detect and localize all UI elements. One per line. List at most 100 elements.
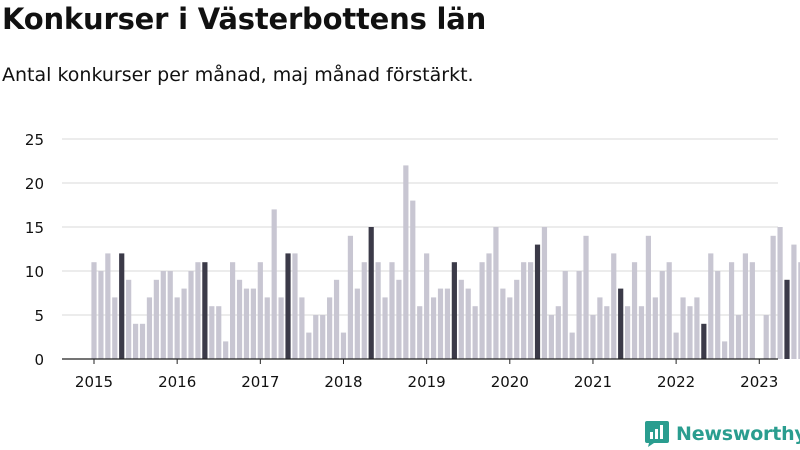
bar <box>257 262 263 359</box>
y-tick-label: 5 <box>34 307 44 325</box>
bar <box>410 200 416 359</box>
bar <box>285 253 291 359</box>
bar <box>230 262 236 359</box>
y-tick-label: 15 <box>25 219 44 237</box>
bar <box>569 332 575 359</box>
bar <box>368 227 374 359</box>
bar <box>417 306 423 359</box>
y-tick-label: 25 <box>25 131 44 149</box>
x-tick-label: 2017 <box>241 373 279 391</box>
bar <box>382 297 388 359</box>
bar <box>527 262 534 359</box>
brand-name: Newsworthy <box>676 423 800 445</box>
bar <box>763 315 769 359</box>
y-tick-label: 10 <box>25 263 44 281</box>
bar <box>299 297 305 359</box>
bar <box>119 253 125 359</box>
bars <box>91 165 800 359</box>
x-tick-label: 2015 <box>75 373 113 391</box>
bar <box>534 244 541 359</box>
bar <box>271 209 277 359</box>
bar <box>521 262 527 359</box>
bar <box>458 279 464 359</box>
bar <box>472 306 478 359</box>
bar <box>160 271 166 359</box>
chart-subtitle: Antal konkurser per månad, maj månad för… <box>2 64 474 86</box>
bar <box>403 165 409 359</box>
bar <box>500 288 506 359</box>
bar <box>396 279 402 359</box>
y-tick-label: 20 <box>25 175 44 193</box>
x-tick-label: 2023 <box>740 373 778 391</box>
bar <box>493 227 499 359</box>
bar <box>98 271 104 359</box>
bar <box>202 262 208 359</box>
bar <box>139 323 146 359</box>
bar <box>126 279 132 359</box>
bar <box>735 315 742 359</box>
bar <box>583 235 589 359</box>
bar <box>638 306 645 359</box>
bar <box>722 341 728 359</box>
bar <box>479 262 485 359</box>
bar <box>292 253 298 359</box>
bar <box>181 288 187 359</box>
bar <box>555 306 561 359</box>
bar <box>437 288 444 359</box>
bar <box>444 288 451 359</box>
bar <box>618 288 624 359</box>
bar <box>625 306 631 359</box>
bar <box>666 262 672 359</box>
bar <box>216 306 222 359</box>
bar <box>174 297 180 359</box>
bar <box>209 306 215 359</box>
bar <box>132 323 139 359</box>
bar <box>389 262 395 359</box>
bar <box>749 262 755 359</box>
chart-title: Konkurser i Västerbottens län <box>2 2 487 36</box>
bar <box>687 306 693 359</box>
bar <box>340 332 347 359</box>
x-tick-label: 2021 <box>574 373 612 391</box>
x-tick-label: 2020 <box>491 373 529 391</box>
bar <box>320 315 326 359</box>
bar <box>576 271 582 359</box>
bar <box>354 288 360 359</box>
bar <box>361 262 367 359</box>
bar <box>645 235 651 359</box>
bar <box>313 315 319 359</box>
bar <box>798 262 800 359</box>
bar <box>465 288 471 359</box>
bar <box>728 262 735 359</box>
bar <box>146 297 153 359</box>
bar <box>562 271 568 359</box>
x-tick-label: 2016 <box>158 373 196 391</box>
bar <box>777 227 783 359</box>
x-tick-label: 2019 <box>408 373 446 391</box>
labels: 0 5 10 15 20 25 2015 2016 2017 2018 2019 2020 2021 20… <box>25 131 778 391</box>
bar <box>375 262 381 359</box>
bar <box>604 306 610 359</box>
bar <box>306 332 312 359</box>
bar <box>486 253 492 359</box>
newsworthy-logo-icon <box>645 421 669 447</box>
bar <box>243 288 250 359</box>
brand-logo: Newsworthy <box>644 420 800 448</box>
bar <box>347 235 354 359</box>
bar <box>770 235 776 359</box>
bar <box>188 271 194 359</box>
bar <box>791 244 797 359</box>
axes <box>62 358 778 364</box>
x-tick-label: 2018 <box>324 373 362 391</box>
x-tick-label: 2022 <box>657 373 695 391</box>
bar <box>264 297 270 359</box>
bar <box>541 227 548 359</box>
bar <box>430 297 437 359</box>
bar <box>659 271 665 359</box>
bar <box>590 315 596 359</box>
bar <box>631 262 638 359</box>
bar <box>708 253 714 359</box>
bar <box>236 279 243 359</box>
bar <box>611 253 617 359</box>
